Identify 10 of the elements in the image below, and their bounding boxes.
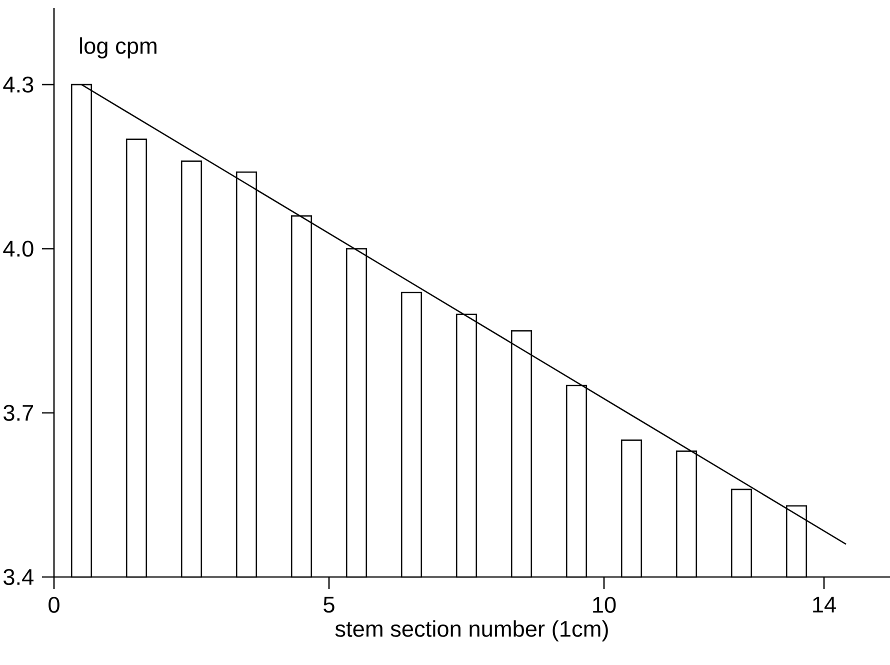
y-tick-label: 3.7 bbox=[4, 404, 34, 421]
x-tick-label: 14 bbox=[813, 596, 836, 612]
x-axis-title: stem section number (1cm) bbox=[335, 620, 608, 642]
y-tick-label: 4.3 bbox=[3, 76, 34, 93]
y-tick-label: 4.0 bbox=[3, 240, 34, 257]
x-tick-label: 5 bbox=[324, 596, 334, 613]
x-tick-label: 0 bbox=[48, 596, 60, 613]
x-tick-label: 10 bbox=[593, 596, 616, 613]
y-axis-title: log cpm bbox=[80, 37, 156, 58]
y-tick-label: 3.4 bbox=[4, 568, 34, 586]
